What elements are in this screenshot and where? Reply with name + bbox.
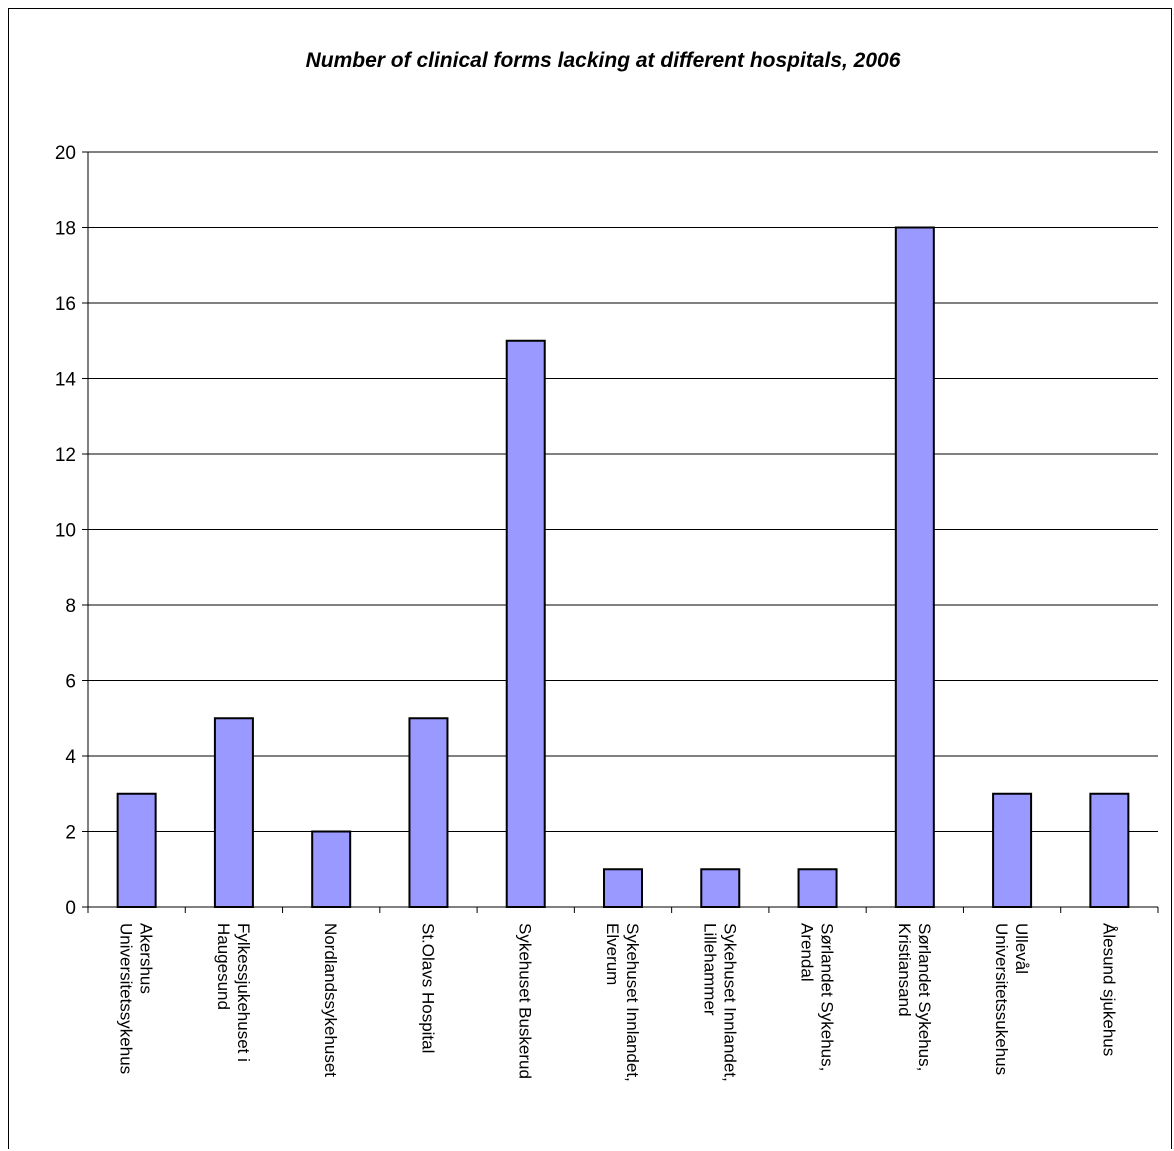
x-category-label-line: Sykehuset Innlandet, xyxy=(720,923,739,1082)
x-category-label: Sykehuset Innlandet,Elverum xyxy=(603,923,642,1082)
x-category-label-line: Universitetssukehus xyxy=(992,923,1011,1075)
y-tick-labels: 0 2 4 6 8 10 12 14 16 18 20 xyxy=(55,143,77,919)
x-category-label: Sørlandet Sykehus,Kristiansand xyxy=(895,923,934,1071)
y-tick-label: 20 xyxy=(55,143,76,164)
x-category-label: Nordlandssykehuset xyxy=(321,923,340,1077)
bar xyxy=(116,792,157,908)
bar xyxy=(894,226,935,908)
gridlines xyxy=(88,151,1158,832)
x-category-label-line: Akershus xyxy=(137,923,156,994)
bar xyxy=(408,717,449,908)
bar xyxy=(311,830,352,908)
chart-frame xyxy=(8,8,1172,1149)
bar xyxy=(213,717,254,908)
y-tick-label: 8 xyxy=(65,596,76,617)
bar xyxy=(992,792,1033,908)
bar xyxy=(700,868,741,908)
x-category-label-line: St.Olavs Hospital xyxy=(418,923,437,1053)
x-category-label-line: Ålesund sjukehus xyxy=(1099,923,1118,1056)
x-category-label-line: Sykehuset Innlandet, xyxy=(623,923,642,1082)
y-tick-label: 14 xyxy=(55,370,77,391)
x-category-label-line: Universitetssykehus xyxy=(117,923,136,1074)
x-category-label-line: Ullevål xyxy=(1012,923,1031,974)
x-category-label-line: Fylkessjukehuset i xyxy=(234,923,253,1062)
bar xyxy=(505,339,546,908)
x-category-label: Sørlandet Sykehus,Arendal xyxy=(798,923,837,1071)
y-tick-label: 16 xyxy=(55,294,76,315)
y-tick-label: 6 xyxy=(65,672,76,693)
x-category-label-line: Haugesund xyxy=(214,923,233,1010)
bar xyxy=(603,868,643,908)
x-category-label: St.Olavs Hospital xyxy=(418,923,437,1053)
x-category-label-line: Nordlandssykehuset xyxy=(321,923,340,1077)
y-tick-label: 10 xyxy=(55,521,76,542)
x-category-label-line: Elverum xyxy=(603,923,622,985)
x-category-label: Sykehuset Innlandet,Lillehammer xyxy=(700,923,739,1082)
y-tick-label: 2 xyxy=(65,823,76,844)
x-category-label-line: Sørlandet Sykehus, xyxy=(915,923,934,1071)
x-category-label: Sykehuset Buskerud xyxy=(516,923,535,1079)
bars xyxy=(116,226,1130,908)
x-category-label: Ålesund sjukehus xyxy=(1099,923,1118,1056)
y-tick-label: 4 xyxy=(65,747,76,768)
x-category-label-line: Sykehuset Buskerud xyxy=(516,923,535,1079)
x-category-label-line: Arendal xyxy=(798,923,817,982)
x-category-label-line: Kristiansand xyxy=(895,923,914,1017)
x-category-label-line: Sørlandet Sykehus, xyxy=(818,923,837,1071)
x-category-label-line: Lillehammer xyxy=(700,923,719,1016)
chart-title: Number of clinical forms lacking at diff… xyxy=(306,49,901,72)
y-tick-label: 12 xyxy=(55,445,76,466)
axes xyxy=(82,151,1159,913)
y-tick-label: 18 xyxy=(55,219,76,240)
bar xyxy=(1089,792,1130,908)
bar xyxy=(797,868,838,908)
y-tick-label: 0 xyxy=(65,898,76,919)
